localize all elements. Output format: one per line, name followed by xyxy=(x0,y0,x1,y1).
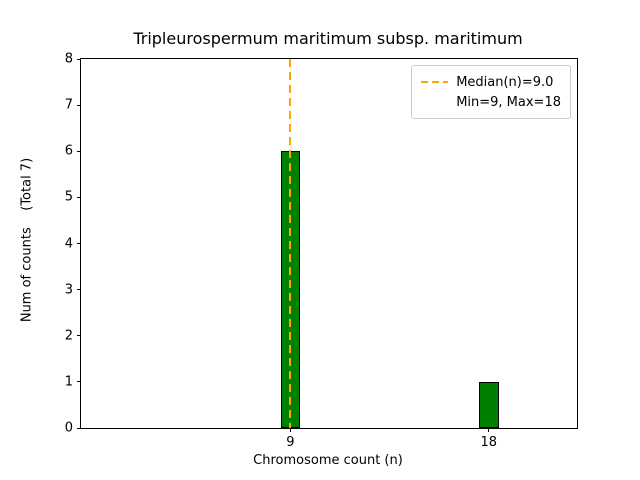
y-tick-mark xyxy=(77,243,81,244)
x-tick-label: 18 xyxy=(480,435,498,450)
y-tick-label: 1 xyxy=(64,374,73,390)
y-tick-mark xyxy=(77,427,81,429)
median-line xyxy=(289,59,292,428)
legend-entry-median: Median(n)=9.0 xyxy=(421,72,561,92)
y-tick-mark xyxy=(77,335,81,337)
x-tick-mark xyxy=(488,428,490,432)
y-tick-mark xyxy=(77,58,81,60)
median-legend-swatch xyxy=(421,81,449,83)
y-tick-mark xyxy=(77,196,81,198)
y-tick-label: 5 xyxy=(64,189,73,205)
y-tick-label: 8 xyxy=(64,51,73,67)
y-tick-mark xyxy=(77,289,81,291)
legend: Median(n)=9.0 Min=9, Max=18 xyxy=(411,65,571,119)
legend-minmax-label: Min=9, Max=18 xyxy=(456,94,561,110)
plot-area: Median(n)=9.0 Min=9, Max=18 0 1 2 3 4 5 6 7 8 9 18 xyxy=(65,52,578,450)
y-tick-label: 3 xyxy=(64,282,73,298)
y-tick-label: 7 xyxy=(64,97,73,113)
bar-n-18 xyxy=(478,381,499,428)
y-tick-label: 2 xyxy=(64,328,73,344)
x-tick-mark xyxy=(289,428,291,432)
y-tick-label: 0 xyxy=(64,420,73,436)
x-axis-label: Chromosome count (n) xyxy=(253,453,403,468)
legend-entry-minmax: Min=9, Max=18 xyxy=(421,92,561,112)
y-tick-mark xyxy=(77,381,81,383)
y-tick-mark xyxy=(77,104,81,106)
legend-median-label: Median(n)=9.0 xyxy=(456,74,554,90)
chart-title: Tripleurospermum maritimum subsp. mariti… xyxy=(133,29,523,48)
y-tick-label: 4 xyxy=(64,236,73,251)
x-tick-label: 9 xyxy=(286,435,295,450)
y-tick-mark xyxy=(77,150,81,152)
y-axis-label: Num of counts (Total 7) xyxy=(19,157,35,323)
legend-spacer xyxy=(421,101,448,103)
y-tick-label: 6 xyxy=(64,143,73,159)
